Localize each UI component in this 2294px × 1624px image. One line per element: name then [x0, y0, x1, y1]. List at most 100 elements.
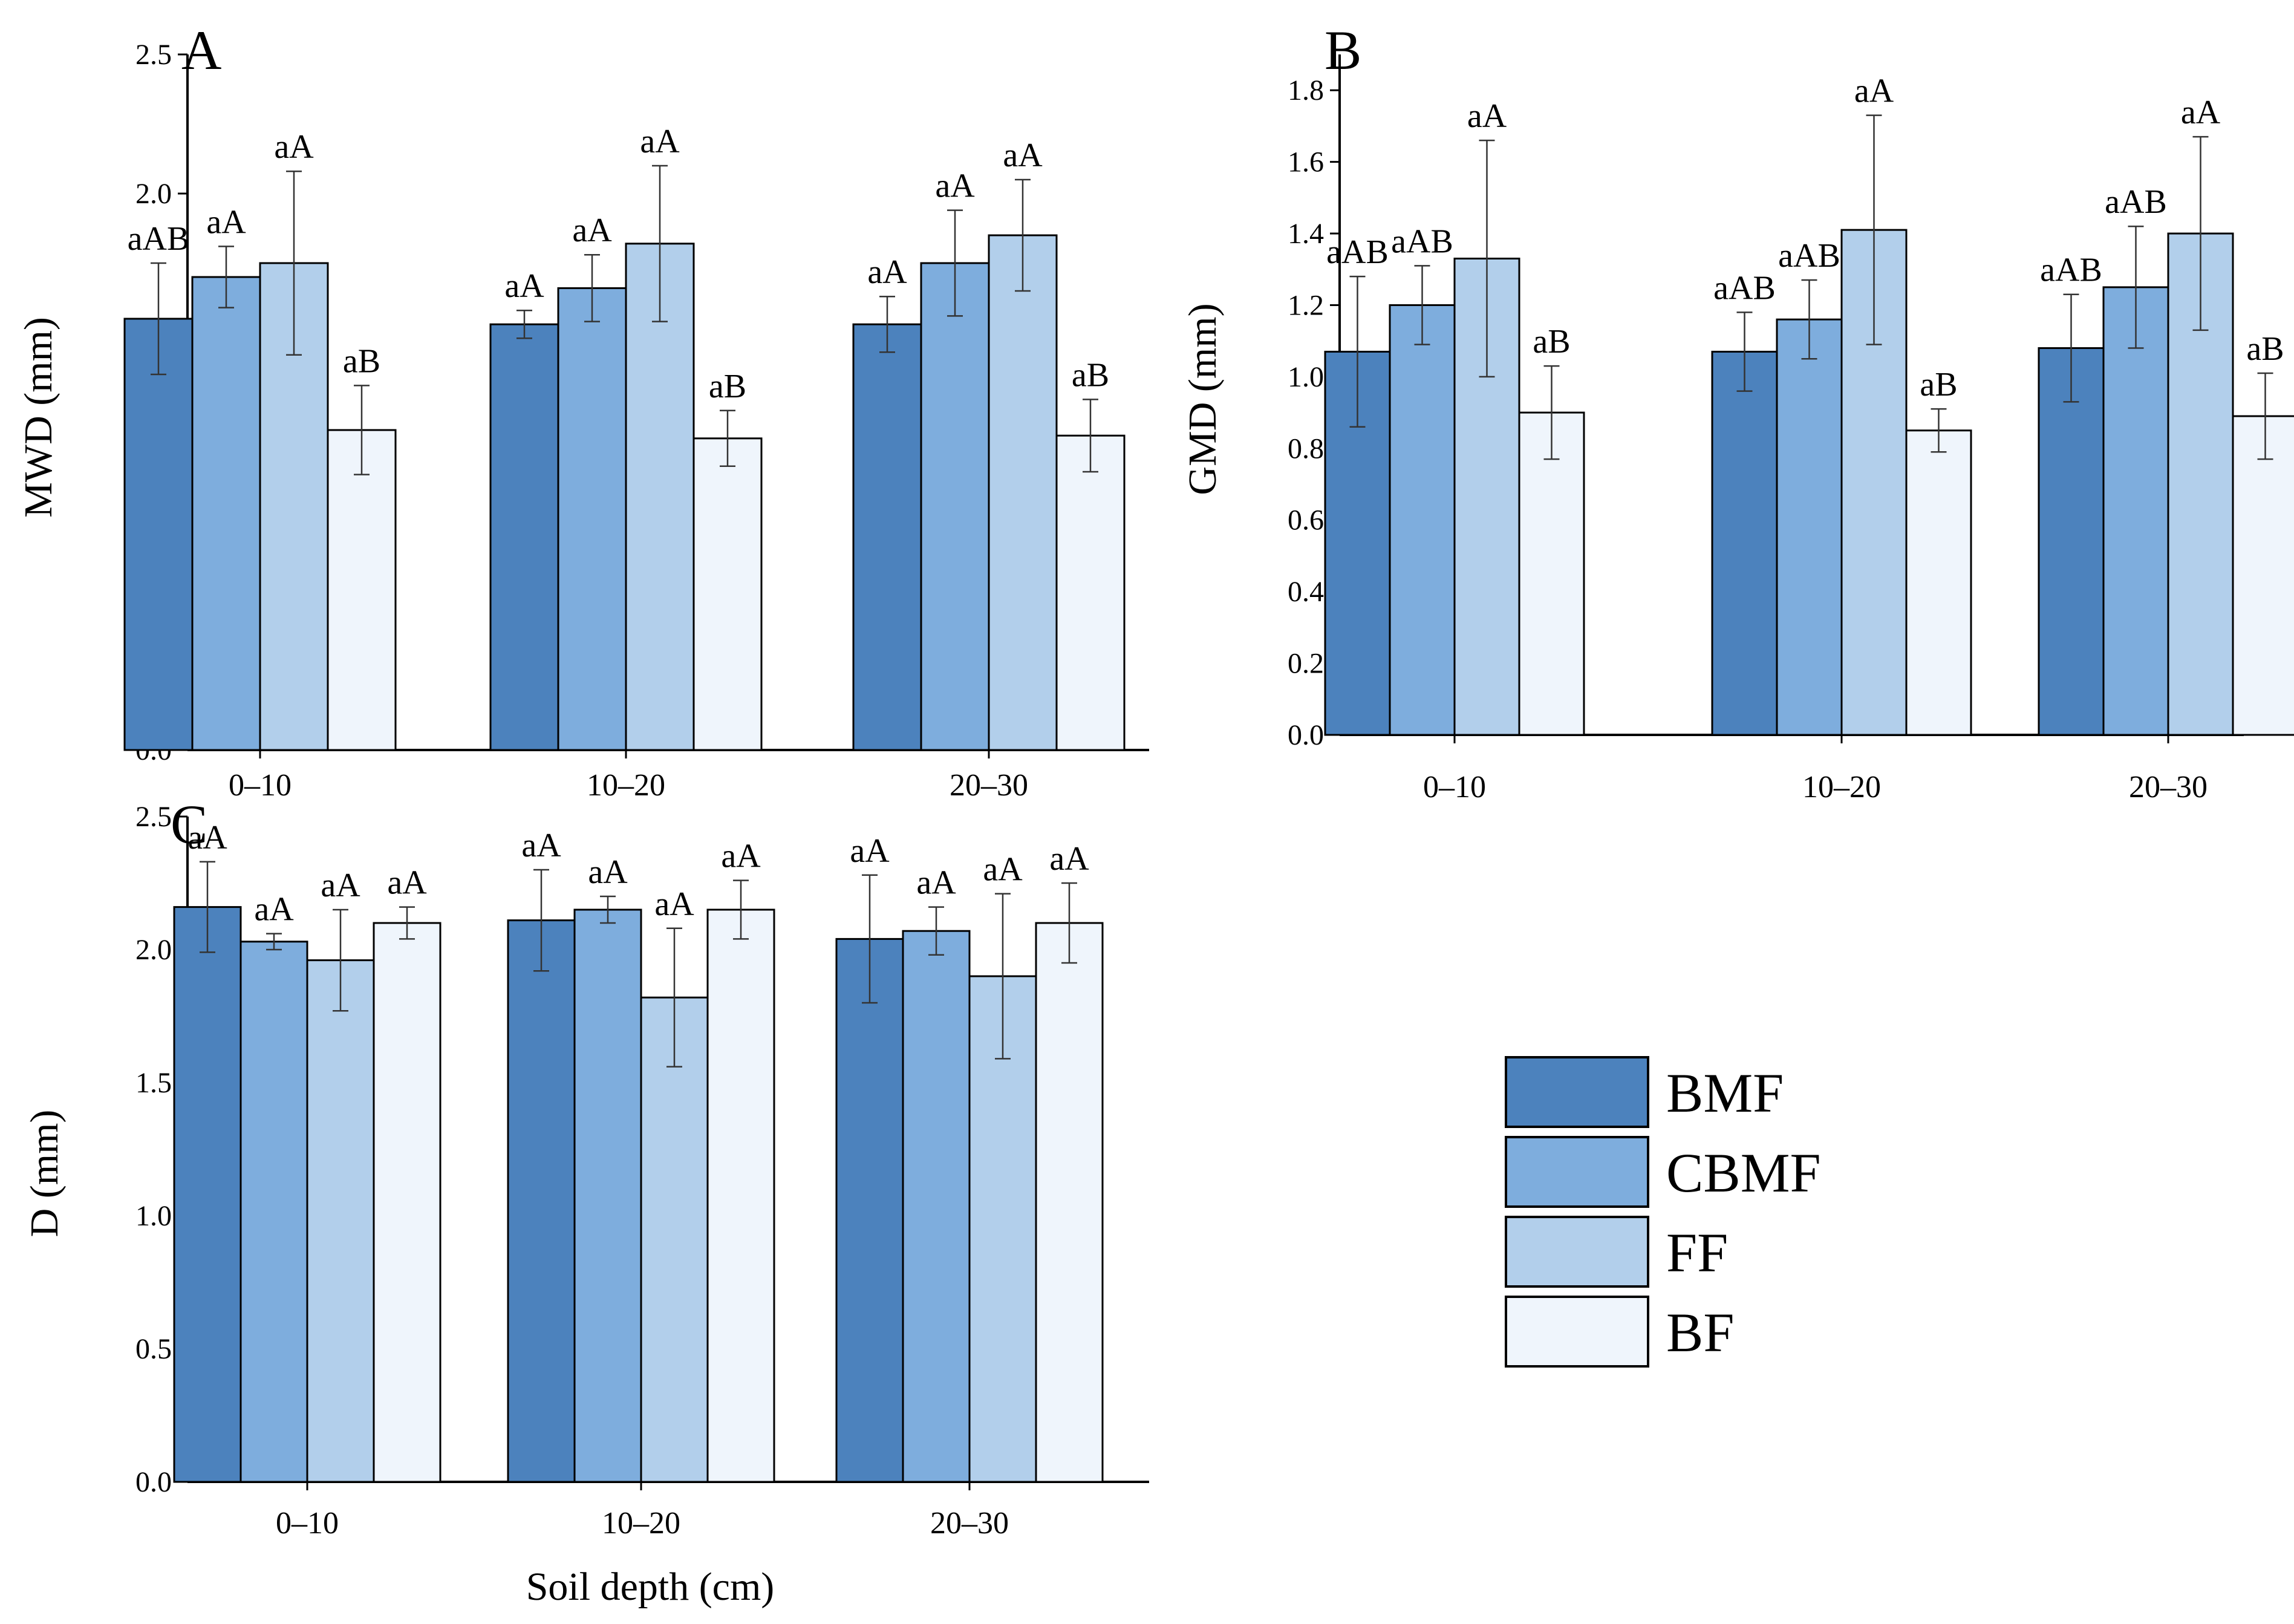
panel-b-y-tick-label: 0.8: [1288, 432, 1324, 465]
panel-b-letter: B: [1325, 19, 1361, 81]
panel-b-error-bar-bmf: [1349, 275, 1366, 428]
panel-b-significance-label: aB: [1533, 323, 1570, 360]
panel-b-category-label: 10–20: [1802, 770, 1881, 804]
panel-a-error-bar-cbmf: [584, 253, 600, 322]
panel-b-y-tick-label: 0.4: [1288, 576, 1324, 608]
panel-a-error-bar-ff: [652, 165, 668, 322]
legend-label-ff: FF: [1666, 1222, 1728, 1283]
panel-c-y-tick-label: 2.5: [135, 801, 172, 833]
legend-swatch-bf: [1505, 1296, 1649, 1368]
panel-b-significance-label: aAB: [2040, 252, 2102, 289]
panel-c-category-label: 10–20: [602, 1506, 680, 1541]
panel-a-y-axis-title: MWD (mm): [16, 317, 60, 518]
panel-b-significance-label: aA: [2181, 94, 2221, 131]
legend-swatch-bmf: [1505, 1056, 1649, 1128]
panel-c-bar-bmf: [173, 906, 242, 1483]
panel-a-bar-bf: [1055, 434, 1126, 751]
panel-b-bar-bf: [2232, 415, 2294, 736]
panel-a-significance-label: aA: [867, 253, 907, 291]
panel-c-y-tick-label: 0.0: [135, 1466, 172, 1498]
panel-b-y-tick-label: 0.2: [1288, 648, 1324, 680]
panel-b-category-label: 0–10: [1423, 770, 1486, 804]
panel-c-bar-cbmf: [240, 941, 308, 1483]
panel-a-significance-label: aA: [206, 203, 246, 241]
panel-b-bar-cbmf: [2102, 286, 2169, 736]
panel-a-error-bar-bf: [354, 385, 370, 475]
panel-c-significance-label: aA: [254, 891, 294, 928]
panel-b-significance-label: aAB: [1391, 223, 1453, 260]
panel-b-significance-label: aAB: [1778, 237, 1840, 275]
panel-a-significance-label: aB: [709, 368, 746, 405]
panel-b-error-bar-bf: [2257, 372, 2273, 460]
panel-a-bar-bf: [692, 437, 763, 751]
panel-a-category-label: 20–30: [950, 768, 1028, 803]
legend-label-cbmf: CBMF: [1666, 1142, 1821, 1204]
panel-c-significance-label: aA: [588, 853, 628, 891]
panel-c-error-bar-bmf: [533, 869, 549, 972]
panel-c-significance-label: aA: [654, 885, 694, 923]
panel-c-bar-bf: [1035, 922, 1104, 1483]
panel-c-error-bar-bmf: [862, 874, 878, 1004]
panel-c-error-bar-ff: [995, 893, 1011, 1060]
panel-c-bar-ff: [306, 959, 375, 1483]
legend-label-bf: BF: [1666, 1302, 1735, 1363]
panel-a-bar-bmf: [852, 323, 922, 751]
panel-c-bar-bmf: [507, 919, 576, 1483]
panel-c-bar-bmf: [835, 938, 904, 1483]
panel-c-significance-label: aA: [850, 832, 890, 870]
panel-a-error-bar-cbmf: [947, 209, 963, 317]
panel-b-error-bar-cbmf: [2128, 225, 2144, 349]
panel-c-error-bar-ff: [333, 908, 348, 1012]
panel-a-bar-bf: [327, 429, 397, 751]
panel-a-error-bar-cbmf: [218, 246, 234, 308]
panel-c-error-bar-cbmf: [600, 895, 616, 924]
panel-b-bar-bmf: [2038, 347, 2105, 736]
panel-c-error-bar-ff: [666, 927, 682, 1068]
panel-c-error-bar-bf: [1061, 882, 1077, 964]
panel-b-bar-cbmf: [1389, 304, 1456, 736]
panel-a-error-bar-bf: [720, 409, 735, 468]
panel-a-bar-bmf: [489, 323, 559, 751]
panel-a-bar-bmf: [123, 318, 194, 751]
panel-c-y-tick-label: 1.0: [135, 1200, 172, 1232]
panel-b-significance-label: aAB: [1326, 233, 1389, 271]
panel-b-error-bar-cbmf: [1414, 265, 1430, 345]
panel-c-y-tick-label: 2.0: [135, 934, 172, 966]
panel-b-y-tick-label: 1.4: [1288, 218, 1324, 250]
panel-b-error-bar-bf: [1931, 408, 1947, 453]
panel-a-significance-label: aA: [572, 212, 612, 249]
panel-c-bar-cbmf: [902, 930, 971, 1483]
panel-c-bar-bf: [706, 908, 775, 1483]
panel-a-category-label: 10–20: [587, 768, 665, 803]
x-axis-title: Soil depth (cm): [526, 1565, 775, 1609]
panel-c-significance-label: aA: [321, 867, 360, 904]
panel-a-significance-label: aA: [504, 267, 544, 305]
panel-c-significance-label: aA: [521, 827, 561, 864]
panel-c-error-bar-cbmf: [266, 933, 282, 951]
panel-b-error-bar-cbmf: [1801, 279, 1817, 360]
panel-c-bar-ff: [640, 996, 709, 1483]
panel-b-bar-bf: [1905, 429, 1972, 736]
panel-a-bar-ff: [625, 243, 695, 751]
panel-a-y-tick-label: 2.0: [135, 178, 172, 210]
panel-b-error-bar-ff: [1479, 139, 1495, 378]
panel-c-bar-bf: [373, 922, 442, 1483]
panel-c-error-bar-cbmf: [928, 906, 944, 956]
panel-c-y-tick-label: 1.5: [135, 1067, 172, 1099]
panel-c-y-tick-label: 0.5: [135, 1333, 172, 1365]
panel-b-error-bar-bmf: [2063, 293, 2079, 403]
panel-b-chart: B GMD (mm) 0.0 0.2 0.4 0.6 0.8 1.0 1.2 1.4 1.6 1.…: [1181, 19, 2294, 804]
panel-c-significance-label: aA: [916, 864, 956, 902]
panel-c-error-bar-bf: [399, 906, 415, 940]
panel-b-significance-label: aAB: [2105, 183, 2167, 221]
panel-b-bar-bmf: [1711, 350, 1778, 736]
panel-a-significance-label: aA: [640, 123, 680, 160]
panel-c-significance-label: aA: [187, 819, 227, 856]
panel-b-significance-label: aA: [1854, 73, 1894, 110]
panel-c-category-label: 20–30: [930, 1506, 1009, 1541]
panel-a-error-bar-bmf: [879, 295, 895, 353]
panel-b-bar-cbmf: [1776, 318, 1843, 736]
panel-a-significance-label: aA: [935, 168, 975, 205]
panel-b-y-tick-label: 1.8: [1288, 74, 1324, 106]
